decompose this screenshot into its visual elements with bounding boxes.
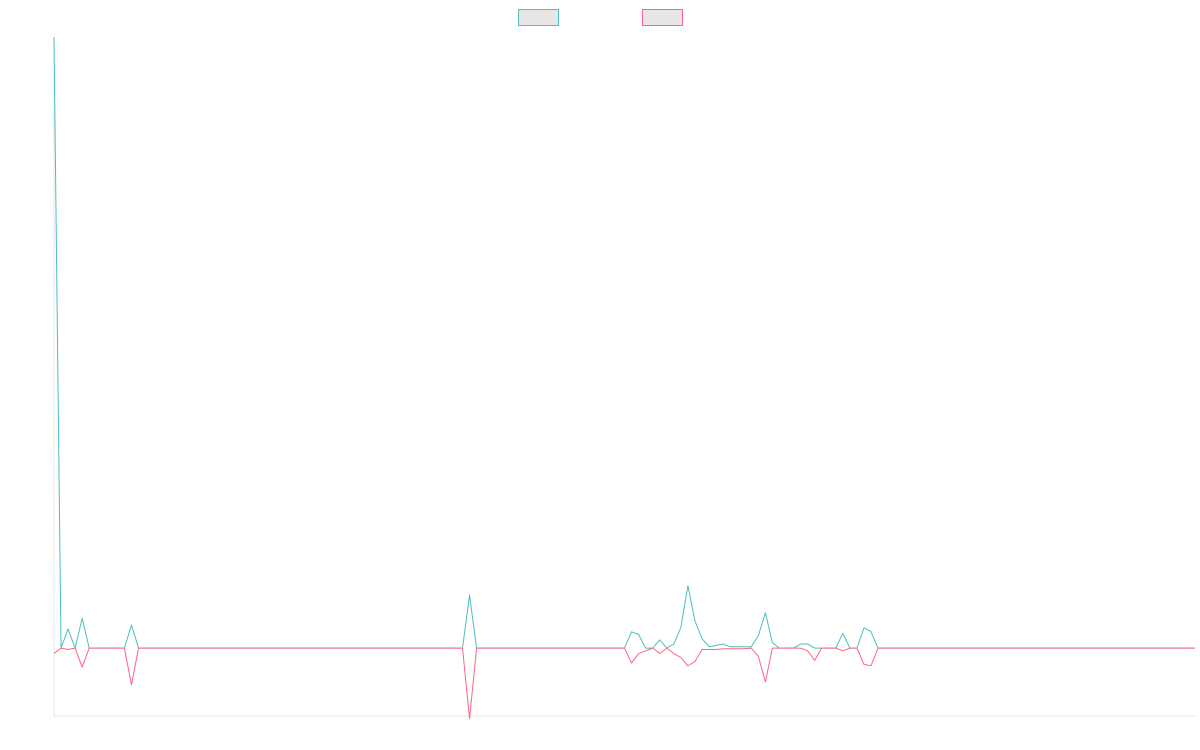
legend <box>518 9 683 26</box>
legend-swatch-2 <box>642 9 683 26</box>
series-line-1 <box>53 36 1195 649</box>
legend-swatch-1 <box>518 9 559 26</box>
series-line-2 <box>53 647 1195 720</box>
series-lines <box>53 36 1195 720</box>
axes <box>53 37 1195 717</box>
